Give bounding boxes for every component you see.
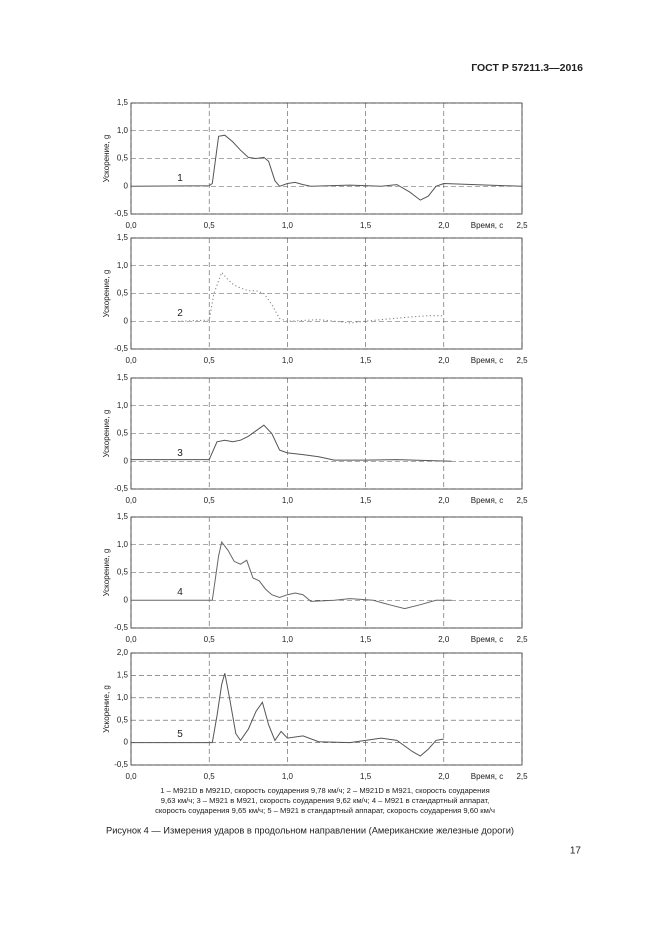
plot-frame (130, 377, 523, 490)
y-tick-label: 1,5 (117, 373, 129, 382)
data-line (177, 271, 444, 324)
curve-label: 1 (177, 173, 183, 184)
x-tick-label: 2,5 (516, 772, 528, 781)
figure-caption: Рисунок 4 — Измерения ударов в продольно… (106, 825, 514, 835)
x-tick-label: 0,5 (204, 772, 216, 781)
y-tick-label: 0,5 (117, 429, 129, 438)
x-tick-label: 1,0 (282, 496, 294, 505)
x-tick-label: 2,0 (438, 221, 450, 230)
y-tick-label: 1,0 (117, 693, 129, 702)
x-tick-label: 0,0 (125, 356, 137, 365)
x-tick-label: 0,0 (125, 635, 137, 644)
y-tick-label: 1,5 (117, 671, 129, 680)
x-tick-label: 2,0 (438, 635, 450, 644)
x-tick-label: 2,5 (516, 221, 528, 230)
y-tick-label: 1,5 (117, 233, 129, 242)
x-tick-label: 2,0 (438, 772, 450, 781)
y-tick-label: 1,0 (117, 126, 129, 135)
y-axis-label: Ускорение, g (102, 685, 111, 733)
y-tick-label: 0,5 (117, 715, 129, 724)
x-tick-label: 2,5 (516, 496, 528, 505)
data-line (131, 673, 444, 757)
x-axis-label: Время, с (471, 496, 504, 505)
x-tick-label: 0,0 (125, 772, 137, 781)
x-tick-label: 1,5 (360, 496, 372, 505)
plot-frame (130, 652, 523, 766)
x-tick-label: 2,0 (438, 356, 450, 365)
plot-frame (130, 102, 523, 215)
y-tick-label: 1,0 (117, 540, 129, 549)
y-axis-label: Ускорение, g (102, 549, 111, 597)
y-tick-label: -0,5 (114, 623, 128, 632)
curve-label: 5 (177, 729, 183, 740)
y-tick-label: -0,5 (114, 760, 128, 769)
x-tick-label: 2,5 (516, 635, 528, 644)
y-axis-label: Ускорение, g (102, 135, 111, 183)
x-axis-label: Время, с (471, 356, 504, 365)
x-axis-label: Время, с (471, 772, 504, 781)
x-tick-label: 1,0 (282, 772, 294, 781)
note-line: 9,63 км/ч; 3 – M921 в M921, скорость соу… (161, 796, 490, 805)
x-tick-label: 2,0 (438, 496, 450, 505)
y-tick-label: 1,0 (117, 261, 129, 270)
y-tick-label: 0 (124, 456, 129, 465)
x-axis-label: Время, с (471, 221, 504, 230)
x-tick-label: 1,0 (282, 356, 294, 365)
plot-frame (130, 516, 523, 629)
x-tick-label: 1,5 (360, 221, 372, 230)
y-tick-label: 1,5 (117, 512, 129, 521)
x-tick-label: 0,0 (125, 221, 137, 230)
x-axis-label: Время, с (471, 635, 504, 644)
data-line (130, 134, 523, 201)
curve-label: 3 (177, 448, 183, 459)
x-tick-label: 0,5 (204, 496, 216, 505)
x-tick-label: 2,5 (516, 356, 528, 365)
x-tick-label: 1,5 (360, 356, 372, 365)
note-line: скорость соударения 9,65 км/ч; 5 – M921 … (155, 806, 495, 815)
y-tick-label: -0,5 (114, 209, 128, 218)
curve-label: 4 (177, 587, 183, 598)
y-tick-label: -0,5 (114, 344, 128, 353)
x-tick-label: 0,5 (204, 635, 216, 644)
data-line (131, 424, 452, 462)
y-tick-label: 0 (124, 738, 129, 747)
y-tick-label: -0,5 (114, 484, 128, 493)
y-axis-label: Ускорение, g (102, 270, 111, 318)
y-tick-label: 0,5 (117, 289, 129, 298)
x-tick-label: 1,5 (360, 635, 372, 644)
page-number: 17 (570, 846, 582, 857)
x-tick-label: 1,0 (282, 635, 294, 644)
y-tick-label: 0 (124, 595, 129, 604)
note-line: 1 – M921D в M921D, скорость соударения 9… (160, 786, 489, 795)
y-axis-label: Ускорение, g (102, 410, 111, 458)
y-tick-label: 0,5 (117, 568, 129, 577)
plot-frame (130, 237, 523, 350)
header: ГОСТ Р 57211.3—2016 (471, 62, 583, 74)
x-tick-label: 1,5 (360, 772, 372, 781)
curve-label: 2 (177, 308, 183, 319)
y-tick-label: 0 (124, 181, 129, 190)
x-tick-label: 1,0 (282, 221, 294, 230)
y-tick-label: 1,5 (117, 98, 129, 107)
x-tick-label: 0,5 (204, 221, 216, 230)
y-tick-label: 2,0 (117, 648, 129, 657)
data-line (131, 540, 452, 610)
x-tick-label: 0,5 (204, 356, 216, 365)
y-tick-label: 0 (124, 316, 129, 325)
x-tick-label: 0,0 (125, 496, 137, 505)
y-tick-label: 1,0 (117, 401, 129, 410)
y-tick-label: 0,5 (117, 154, 129, 163)
